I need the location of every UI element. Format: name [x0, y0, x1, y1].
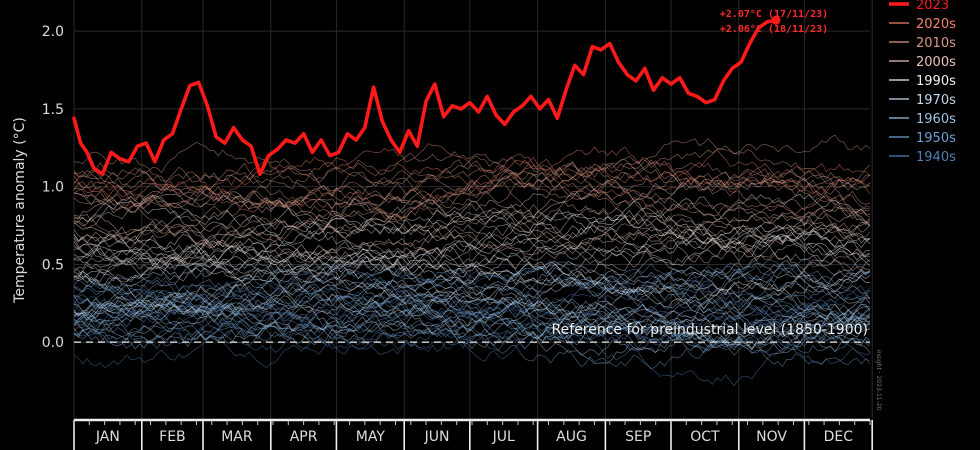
series-2023-line — [72, 18, 778, 176]
decade-line-1950s — [73, 262, 871, 322]
credit-text: insight · 2023-11-20 — [875, 350, 882, 411]
decade-line-2000s — [73, 178, 871, 237]
annotation-max-1: +2.07°C (17/11/23) — [720, 9, 828, 20]
decade-line-1990s — [73, 193, 871, 255]
annotation-max-2: +2.06°C (18/11/23) — [720, 24, 828, 35]
decade-line-2000s — [73, 196, 871, 271]
x-month-label: JUN — [424, 429, 450, 445]
reference-line-group: Reference for preindustrial level (1850-… — [74, 322, 870, 344]
series-2023 — [72, 15, 781, 176]
decade-line-1960s — [73, 301, 871, 365]
decade-line-1970s — [73, 286, 871, 349]
decade-line-1960s — [73, 289, 871, 356]
legend-label: 2020s — [916, 17, 956, 32]
decade-line-1960s — [73, 303, 871, 356]
decade-line-1990s — [73, 222, 871, 285]
decade-lines — [73, 134, 871, 387]
legend-label: 2023 — [916, 0, 949, 13]
x-month-label: JUL — [492, 429, 515, 445]
grid — [73, 0, 873, 420]
decade-line-2010s — [73, 155, 871, 211]
decade-line-2010s — [73, 159, 871, 221]
decade-line-1970s — [73, 245, 871, 297]
series-2023-max-point — [771, 15, 781, 25]
y-tick-label: 2.0 — [42, 24, 64, 40]
decade-line-2000s — [73, 207, 871, 271]
decade-line-1950s — [73, 305, 871, 350]
decade-line-2000s — [73, 207, 871, 263]
decade-line-2000s — [73, 187, 871, 255]
legend-label: 1990s — [916, 74, 956, 89]
decade-line-2010s — [73, 134, 871, 202]
reference-label: Reference for preindustrial level (1850-… — [552, 322, 868, 338]
decade-line-2020s — [73, 143, 871, 198]
decade-line-1970s — [73, 295, 871, 343]
decade-line-1960s — [73, 275, 871, 327]
decade-line-2010s — [73, 160, 871, 212]
y-tick-label: 0.5 — [42, 257, 64, 273]
x-month-label: AUG — [556, 429, 587, 445]
decade-line-2010s — [73, 162, 871, 231]
decade-line-2000s — [73, 187, 871, 238]
y-axis: 0.0 0.5 1.0 1.5 2.0 — [42, 24, 64, 351]
decade-line-1940s — [73, 292, 871, 361]
decade-line-2000s — [73, 211, 871, 272]
decade-line-1950s — [73, 313, 871, 368]
decade-line-2000s — [73, 209, 871, 274]
decade-line-1990s — [73, 243, 870, 307]
decade-line-1990s — [73, 225, 871, 282]
legend-label: 2000s — [916, 55, 956, 70]
legend-label: 1950s — [916, 131, 956, 146]
y-tick-label: 1.5 — [42, 102, 64, 118]
legend-label: 1960s — [916, 112, 956, 127]
x-month-label: APR — [290, 429, 318, 445]
y-tick-label: 0.0 — [42, 335, 64, 351]
legend: 2023 2020s 2010s 2000s 1990s 1970s 1960s 1950s 1… — [889, 0, 956, 165]
legend-label: 2010s — [916, 36, 956, 51]
decade-line-1950s — [73, 261, 871, 326]
x-month-label: NOV — [756, 429, 787, 445]
annotations: +2.07°C (17/11/23) +2.06°C (18/11/23) — [720, 9, 828, 35]
decade-line-1990s — [73, 224, 871, 283]
decade-line-1990s — [73, 214, 871, 276]
x-month-label: FEB — [159, 429, 186, 445]
y-tick-label: 1.0 — [42, 180, 64, 196]
decade-line-2010s — [73, 174, 871, 247]
decade-line-1940s — [73, 304, 871, 356]
x-month-label: OCT — [690, 429, 720, 445]
decade-line-2010s — [73, 142, 871, 201]
x-month-label: MAR — [221, 429, 253, 445]
decade-line-2010s — [73, 151, 871, 197]
decade-line-2020s — [73, 158, 871, 219]
legend-label: 1970s — [916, 93, 956, 108]
x-month-label: SEP — [625, 429, 651, 445]
decade-line-1970s — [73, 274, 871, 334]
decade-line-1960s — [73, 261, 871, 329]
legend-label: 1940s — [916, 150, 956, 165]
decade-line-1960s — [73, 292, 871, 353]
decade-line-1970s — [73, 277, 871, 340]
x-axis: JAN FEB MAR APR MAY JUN JUL AUG SEP OCT NOV DEC — [73, 418, 873, 450]
decade-line-1970s — [73, 252, 871, 323]
x-month-label: DEC — [824, 429, 854, 445]
x-month-label: MAY — [356, 429, 386, 445]
decade-line-2010s — [73, 162, 871, 219]
decade-line-1940s — [73, 331, 871, 387]
y-axis-label: Temperature anomaly (°C) — [12, 117, 28, 304]
decade-line-1950s — [73, 264, 871, 326]
x-month-label: JAN — [95, 429, 120, 445]
